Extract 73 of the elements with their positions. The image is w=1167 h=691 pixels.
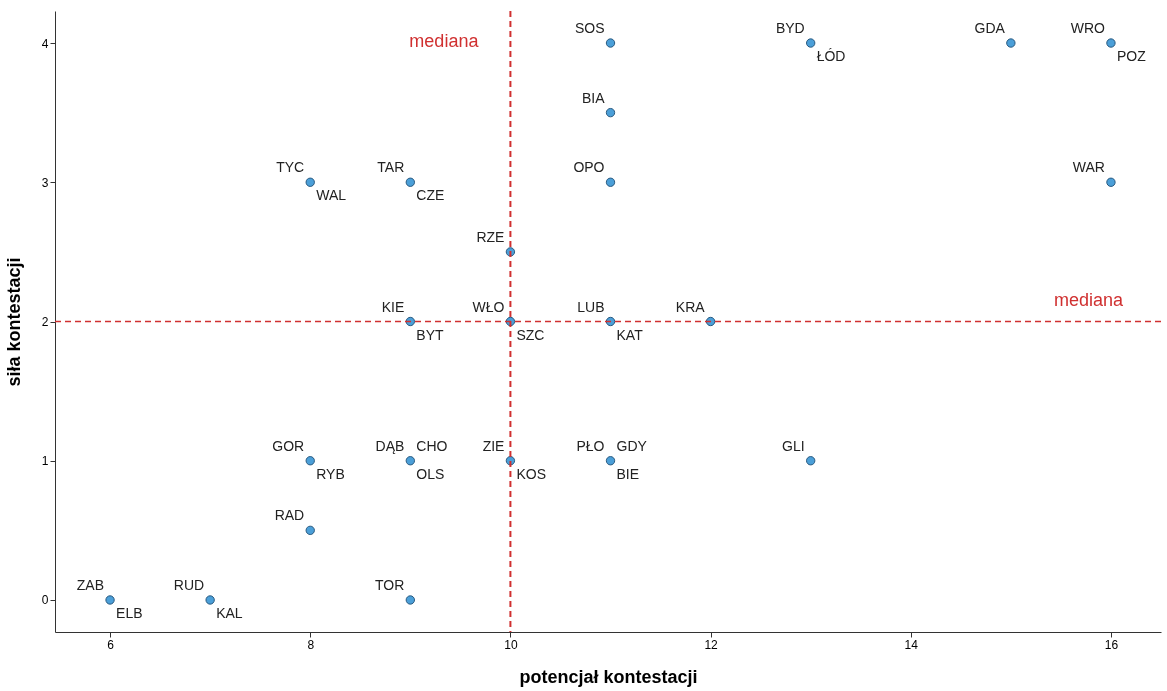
annotation: LUB bbox=[577, 298, 605, 315]
ref-line-label: mediana bbox=[1053, 289, 1124, 310]
annotation: POZ bbox=[1116, 48, 1147, 65]
annotation: WAL bbox=[316, 187, 347, 204]
annotation: TYC bbox=[276, 159, 305, 176]
point bbox=[806, 456, 816, 466]
point bbox=[605, 456, 616, 466]
annotation: KRA bbox=[675, 298, 706, 315]
annotation: KAT bbox=[616, 326, 644, 343]
point bbox=[705, 316, 716, 327]
annotation: GDY bbox=[616, 437, 648, 454]
annotation: RZE bbox=[476, 228, 505, 245]
annotation: GDA bbox=[974, 20, 1006, 37]
annotation: BIA bbox=[581, 89, 606, 106]
point bbox=[305, 456, 315, 466]
annotation: CHO bbox=[416, 437, 448, 454]
point bbox=[405, 456, 415, 466]
point bbox=[605, 38, 616, 48]
annotation: GOR bbox=[272, 437, 305, 454]
annotation: WŁO bbox=[472, 298, 505, 315]
annotation: RAD bbox=[274, 507, 305, 524]
annotation: TAR bbox=[377, 159, 405, 176]
point bbox=[405, 177, 415, 187]
x-tick-label: 10 bbox=[504, 637, 518, 652]
point bbox=[1106, 177, 1116, 187]
annotation: GLI bbox=[782, 437, 805, 454]
x-tick-label: 8 bbox=[307, 637, 315, 652]
point bbox=[305, 525, 315, 536]
annotation: BIE bbox=[616, 465, 640, 482]
annotation: BYD bbox=[775, 20, 805, 37]
annotation: BYT bbox=[416, 326, 444, 343]
annotation: RYB bbox=[316, 465, 345, 482]
annotation: PŁO bbox=[576, 437, 605, 454]
annotation: ZAB bbox=[76, 576, 105, 593]
annotation: SOS bbox=[574, 20, 605, 37]
annotation: ŁÓD bbox=[816, 48, 846, 65]
point bbox=[1006, 38, 1016, 48]
point bbox=[305, 177, 315, 187]
annotation: DĄB bbox=[375, 437, 405, 454]
annotation: TOR bbox=[375, 576, 405, 593]
y-tick-label: 4 bbox=[41, 36, 49, 51]
annotation: CZE bbox=[416, 187, 445, 204]
point bbox=[405, 316, 415, 327]
annotation: WAR bbox=[1072, 159, 1105, 176]
point bbox=[605, 316, 616, 327]
x-tick-label: 16 bbox=[1104, 637, 1119, 652]
x-tick-label: 6 bbox=[107, 637, 115, 652]
point bbox=[605, 177, 616, 187]
annotation: OPO bbox=[573, 159, 605, 176]
annotation: ZIE bbox=[482, 437, 505, 454]
y-axis-title: siła kontestacji bbox=[3, 257, 24, 387]
point bbox=[105, 595, 115, 605]
point bbox=[1106, 38, 1116, 48]
y-tick-label: 1 bbox=[41, 454, 49, 469]
x-tick-label: 12 bbox=[704, 637, 719, 652]
annotation: OLS bbox=[416, 465, 445, 482]
annotation: KOS bbox=[516, 465, 546, 482]
x-axis-title: potencjał kontestacji bbox=[519, 666, 698, 687]
annotation: KAL bbox=[216, 604, 243, 621]
annotation: SZC bbox=[516, 326, 545, 343]
annotation: KIE bbox=[381, 298, 405, 315]
annotation: WRO bbox=[1070, 20, 1106, 37]
ref-line-label: mediana bbox=[409, 31, 480, 51]
annotation: ELB bbox=[116, 604, 143, 621]
x-tick-label: 14 bbox=[904, 637, 919, 652]
point bbox=[605, 107, 616, 118]
y-tick-label: 2 bbox=[41, 315, 49, 329]
annotation: RUD bbox=[173, 576, 205, 593]
point bbox=[806, 38, 816, 48]
point bbox=[205, 595, 215, 605]
y-tick-label: 3 bbox=[41, 175, 49, 190]
point bbox=[405, 595, 415, 605]
y-tick-label: 0 bbox=[41, 593, 49, 608]
